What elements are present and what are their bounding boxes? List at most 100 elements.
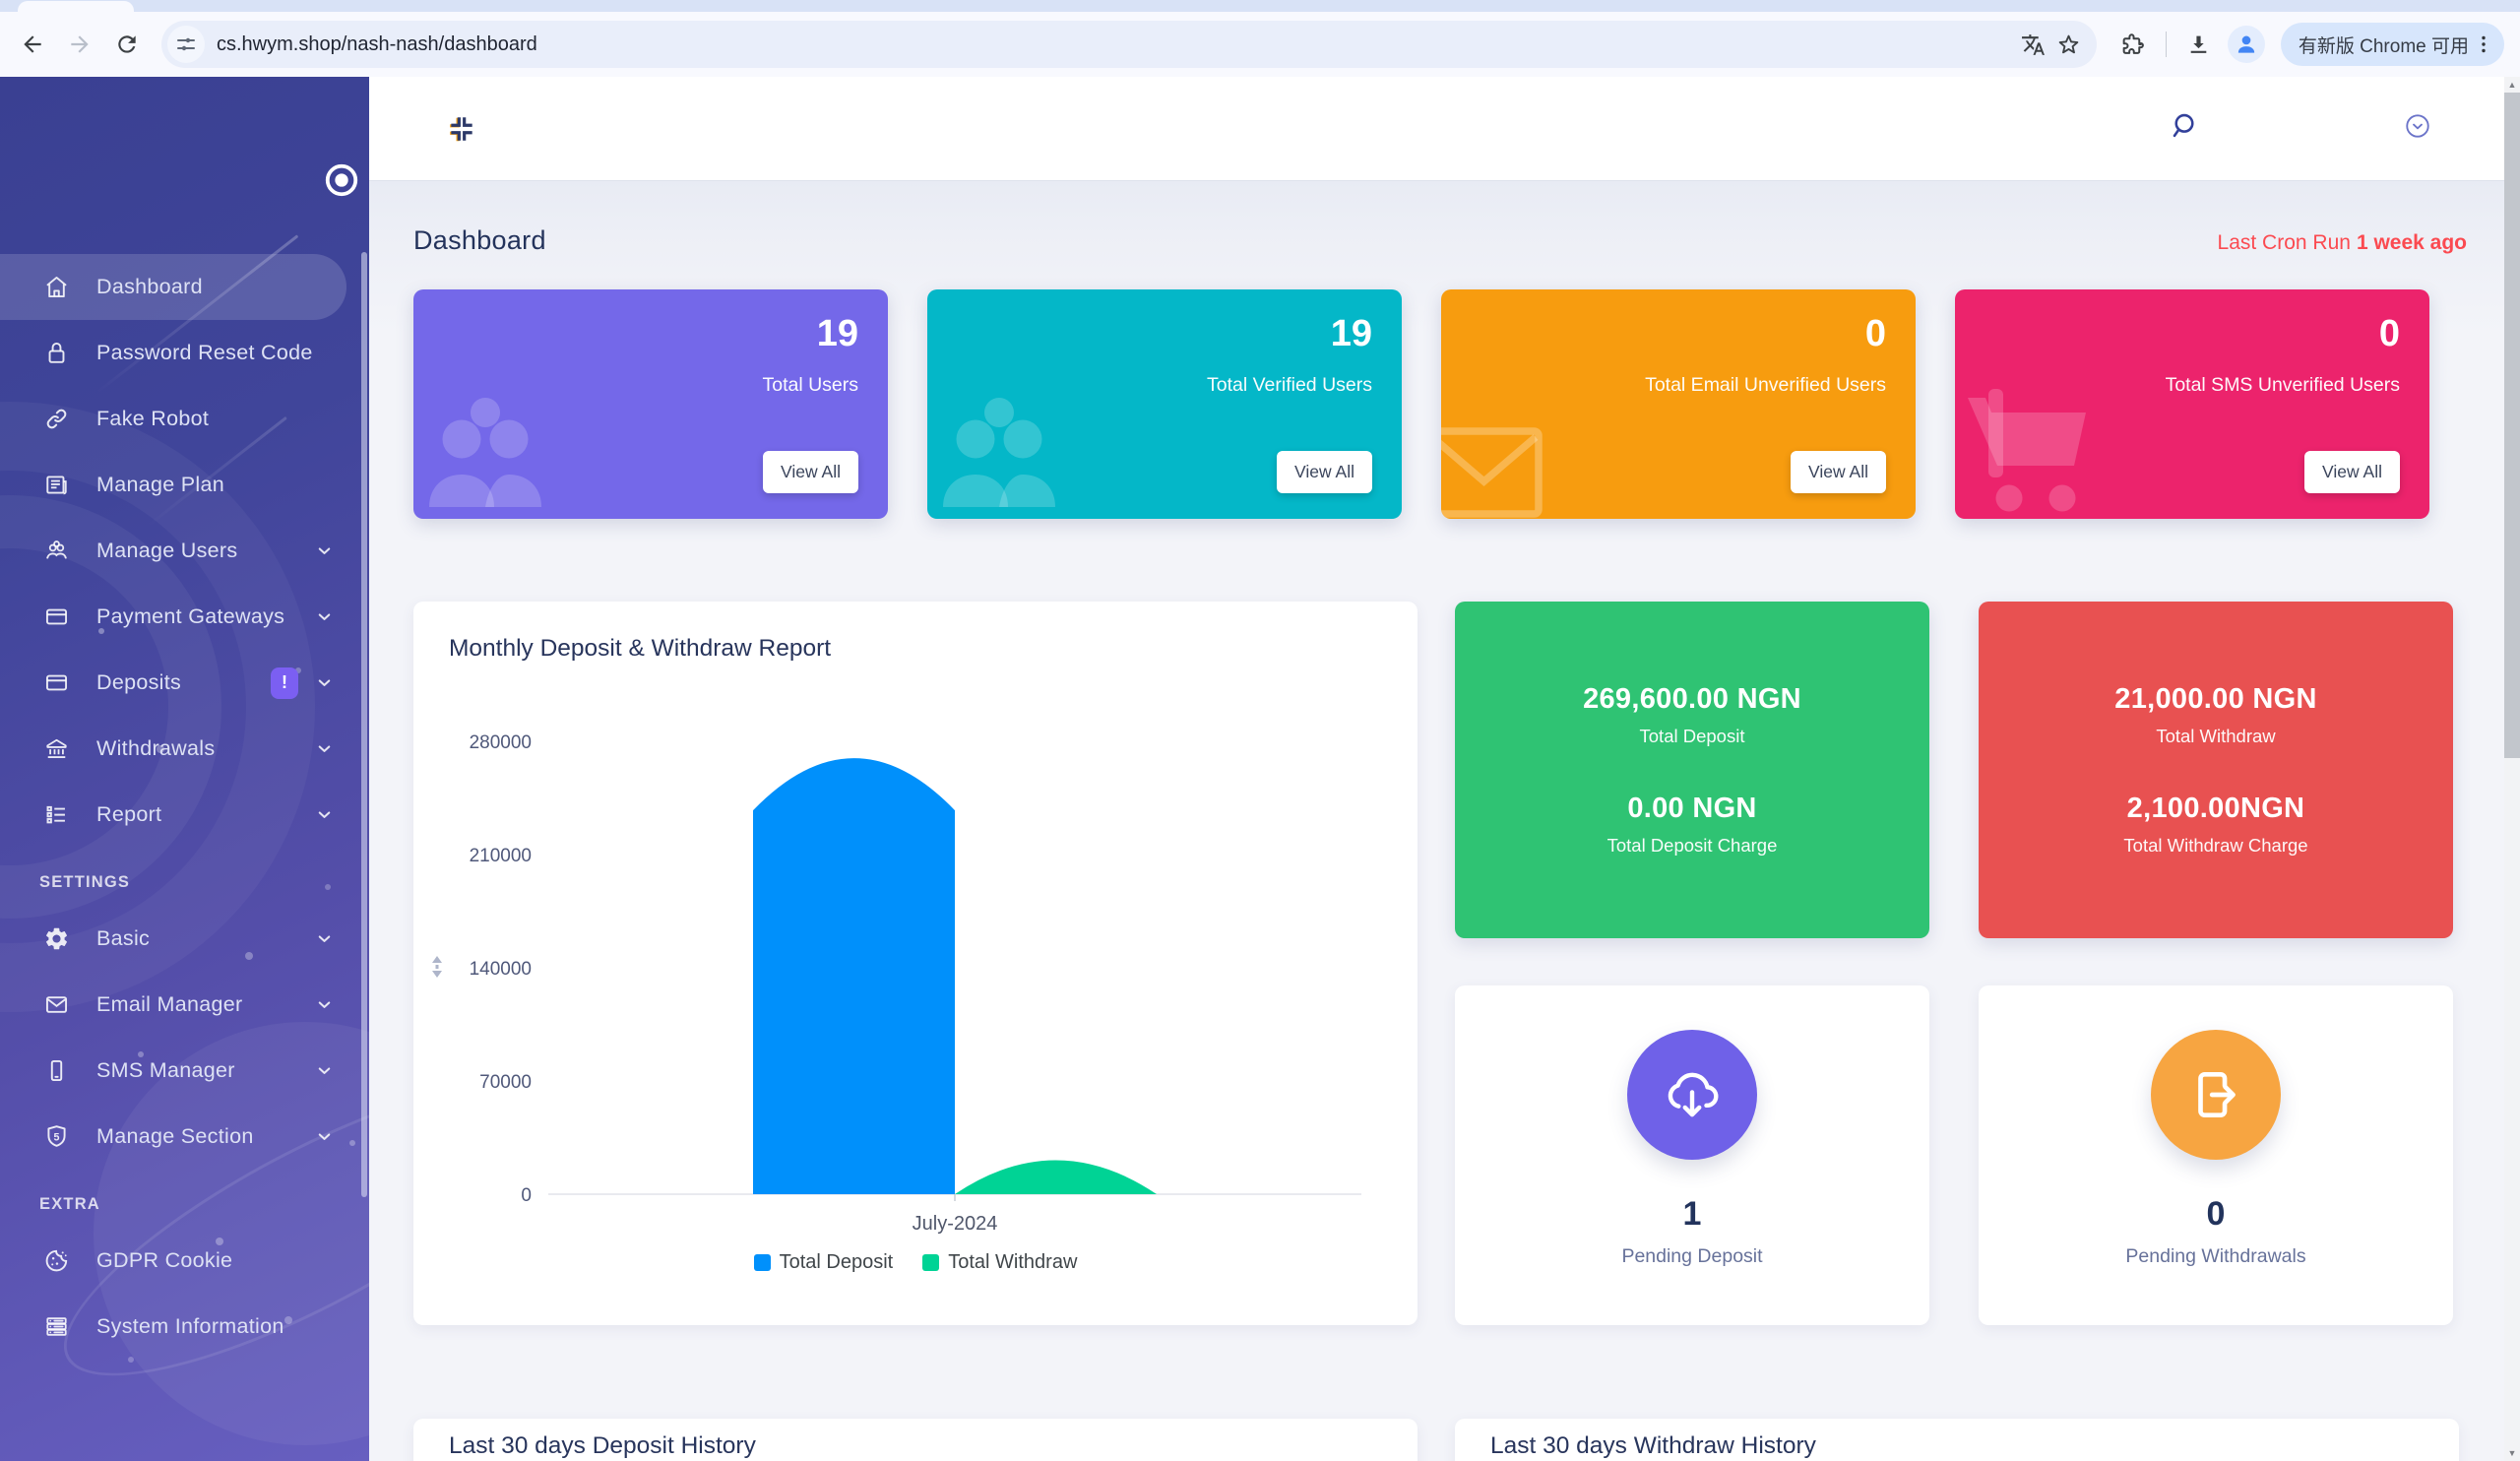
- pending-withdrawals-label: Pending Withdrawals: [2125, 1245, 2306, 1267]
- sidebar-item-report[interactable]: Report: [0, 782, 369, 848]
- stat-label: Total SMS Unverified Users: [2165, 374, 2400, 396]
- total-withdraw-value: 21,000.00 NGN: [2114, 683, 2317, 715]
- total-deposit-charge-value: 0.00 NGN: [1627, 793, 1757, 824]
- stat-label: Total Users: [762, 374, 858, 396]
- total-deposit-value: 269,600.00 NGN: [1583, 683, 1801, 715]
- url-text[interactable]: cs.hwym.shop/nash-nash/dashboard: [217, 32, 537, 55]
- total-sms-unverified-users-card: 0 Total SMS Unverified Users View All: [1955, 289, 2429, 519]
- browser-tab[interactable]: [18, 1, 134, 12]
- chevron-down-icon: [315, 1061, 334, 1080]
- view-all-button[interactable]: View All: [1277, 451, 1372, 493]
- sidebar-item-payment-gateways[interactable]: Payment Gateways: [0, 584, 369, 650]
- profile-dropdown-icon[interactable]: [2404, 112, 2431, 145]
- withdraw-column: 21,000.00 NGN Total Withdraw 2,100.00NGN…: [1979, 602, 2453, 1325]
- sidebar-item-deposits[interactable]: Deposits !: [0, 650, 369, 716]
- tab-strip: [0, 0, 2520, 12]
- sign-out-icon: [2151, 1030, 2281, 1160]
- y-tick-label: 70000: [479, 1072, 532, 1093]
- scroll-up-arrow[interactable]: ▲: [2507, 80, 2517, 90]
- total-deposit-card: 269,600.00 NGN Total Deposit 0.00 NGN To…: [1455, 602, 1929, 938]
- legend-item[interactable]: Total Withdraw: [922, 1251, 1077, 1274]
- users-watermark-icon: [417, 377, 565, 519]
- deposit-history-title: Last 30 days Deposit History: [449, 1432, 756, 1459]
- plan-icon: [41, 471, 71, 500]
- home-icon: [41, 273, 71, 302]
- sidebar-item-manage-plan[interactable]: Manage Plan: [0, 452, 369, 518]
- total-withdraw-label: Total Withdraw: [2156, 726, 2276, 746]
- scroll-down-arrow[interactable]: ▼: [2507, 1448, 2517, 1458]
- cloud-download-icon: [1627, 1030, 1757, 1160]
- sidebar-item-manage-users[interactable]: Manage Users: [0, 518, 369, 584]
- profile-avatar[interactable]: [2227, 26, 2265, 63]
- chevron-down-icon: [315, 1127, 334, 1146]
- pending-withdrawals-value: 0: [2206, 1195, 2226, 1233]
- sidebar-item-sms-manager[interactable]: SMS Manager: [0, 1038, 369, 1104]
- pending-deposit-label: Pending Deposit: [1621, 1245, 1763, 1267]
- collapse-sidebar-icon[interactable]: [446, 113, 477, 145]
- page-scrollbar[interactable]: ▲ ▼: [2504, 77, 2520, 1461]
- translate-icon[interactable]: [2016, 27, 2051, 62]
- credit-card-icon: [41, 603, 71, 632]
- sidebar-item-gdpr-cookie[interactable]: GDPR Cookie: [0, 1228, 369, 1294]
- total-deposit-label: Total Deposit: [1639, 726, 1745, 746]
- legend-swatch: [753, 1254, 771, 1271]
- sidebar-item-manage-section[interactable]: Manage Section: [0, 1104, 369, 1170]
- site-settings-icon[interactable]: [167, 26, 205, 63]
- chevron-down-icon: [315, 929, 334, 948]
- withdraw-history-card: Last 30 days Withdraw History: [1455, 1419, 2459, 1461]
- users-watermark-icon: [931, 377, 1079, 519]
- link-icon: [41, 405, 71, 434]
- pending-withdrawals-card: 0 Pending Withdrawals: [1979, 985, 2453, 1325]
- reload-button[interactable]: [110, 28, 144, 61]
- sidebar-item-password-reset-code[interactable]: Password Reset Code: [0, 320, 369, 386]
- sidebar-item-basic[interactable]: Basic: [0, 906, 369, 972]
- bank-icon: [41, 734, 71, 764]
- total-verified-users-card: 19 Total Verified Users View All: [927, 289, 1402, 519]
- deposit-column: 269,600.00 NGN Total Deposit 0.00 NGN To…: [1455, 602, 1929, 1325]
- history-row: Last 30 days Deposit History Last 30 day…: [413, 1419, 2467, 1461]
- chevron-down-icon: [315, 541, 334, 560]
- browser-toolbar: cs.hwym.shop/nash-nash/dashboard 有新版 Chr…: [0, 12, 2520, 77]
- view-all-button[interactable]: View All: [2304, 451, 2400, 493]
- cron-value: 1 week ago: [2356, 231, 2467, 254]
- chevron-down-icon: [315, 607, 334, 626]
- sidebar-item-email-manager[interactable]: Email Manager: [0, 972, 369, 1038]
- view-all-button[interactable]: View All: [763, 451, 858, 493]
- toolbar-divider: [2165, 32, 2167, 57]
- search-icon[interactable]: [2171, 110, 2202, 147]
- monthly-report-card: Monthly Deposit & Withdraw Report 280000…: [413, 602, 1418, 1325]
- report-icon: [41, 800, 71, 830]
- view-all-button[interactable]: View All: [1791, 451, 1886, 493]
- envelope-icon: [41, 990, 71, 1020]
- legend-item[interactable]: Total Deposit: [753, 1251, 893, 1274]
- sidebar-item-dashboard[interactable]: Dashboard: [0, 254, 346, 320]
- cron-label: Last Cron Run: [2217, 231, 2351, 254]
- main-area: Dashboard Last Cron Run 1 week ago 19 Tot…: [369, 77, 2520, 1461]
- forward-button[interactable]: [63, 28, 96, 61]
- alert-badge: !: [271, 667, 298, 699]
- sidebar-item-withdrawals[interactable]: Withdrawals: [0, 716, 369, 782]
- chrome-update-label: 有新版 Chrome 可用: [2298, 35, 2469, 57]
- last-cron-run: Last Cron Run 1 week ago: [2218, 231, 2467, 255]
- sidebar-scrollbar[interactable]: [361, 252, 367, 1197]
- envelope-watermark-icon: [1441, 393, 1571, 519]
- scrollbar-thumb[interactable]: [2504, 93, 2520, 758]
- extensions-icon[interactable]: [2114, 26, 2152, 63]
- chevron-down-icon: [315, 673, 334, 692]
- address-bar[interactable]: cs.hwym.shop/nash-nash/dashboard: [161, 21, 2097, 68]
- chevron-down-icon: [315, 805, 334, 824]
- server-icon: [41, 1312, 71, 1342]
- bookmark-star-icon[interactable]: [2051, 27, 2087, 62]
- y-tick-label: 210000: [470, 846, 532, 866]
- sidebar-toggle-icon[interactable]: [323, 161, 360, 199]
- chrome-update-button[interactable]: 有新版 Chrome 可用: [2280, 23, 2504, 66]
- series-total-withdraw: [955, 1160, 1157, 1194]
- sidebar-item-fake-robot[interactable]: Fake Robot: [0, 386, 369, 452]
- browser-menu-icon[interactable]: [2469, 30, 2498, 59]
- shield-icon: [41, 1122, 71, 1152]
- downloads-icon[interactable]: [2180, 26, 2218, 63]
- sidebar-item-system-information[interactable]: System Information: [0, 1294, 369, 1360]
- page-content: Dashboard Last Cron Run 1 week ago 19 Tot…: [369, 180, 2520, 1461]
- back-button[interactable]: [16, 28, 49, 61]
- y-tick-label: 140000: [470, 959, 532, 980]
